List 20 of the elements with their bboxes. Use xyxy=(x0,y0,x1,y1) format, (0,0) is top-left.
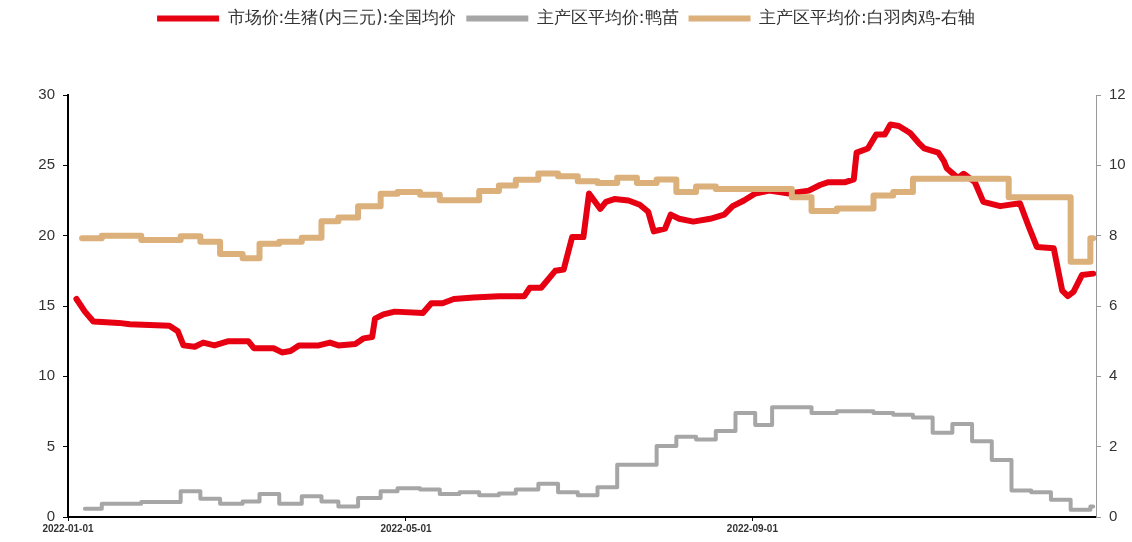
x-tick-label: 2022-01-01 xyxy=(42,522,95,534)
legend-label: 主产区平均价:白羽肉鸡-右轴 xyxy=(759,6,975,27)
legend-label: 主产区平均价:鸭苗 xyxy=(536,6,679,27)
y2-tick-label: 6 xyxy=(1109,296,1118,314)
x-tick-label: 2022-05-01 xyxy=(380,522,432,534)
y2-tick-label: 12 xyxy=(1109,85,1126,103)
y-tick-label: 5 xyxy=(46,436,55,454)
y-tick-label: 25 xyxy=(38,155,55,173)
y2-tick-label: 0 xyxy=(1109,507,1118,525)
y-tick-label: 20 xyxy=(38,225,55,243)
y2-tick-label: 8 xyxy=(1109,225,1118,243)
y2-tick-label: 2 xyxy=(1109,436,1118,454)
y-tick-label: 10 xyxy=(38,366,55,384)
y-tick-label: 30 xyxy=(38,85,55,103)
legend-label: 市场价:生猪(内三元):全国均价 xyxy=(227,6,457,27)
y2-tick-label: 4 xyxy=(1109,366,1118,384)
y-tick-label: 15 xyxy=(38,296,55,314)
x-tick-label: 2022-09-01 xyxy=(726,522,779,534)
y-tick-label: 0 xyxy=(46,507,55,525)
y2-tick-label: 10 xyxy=(1109,155,1126,173)
